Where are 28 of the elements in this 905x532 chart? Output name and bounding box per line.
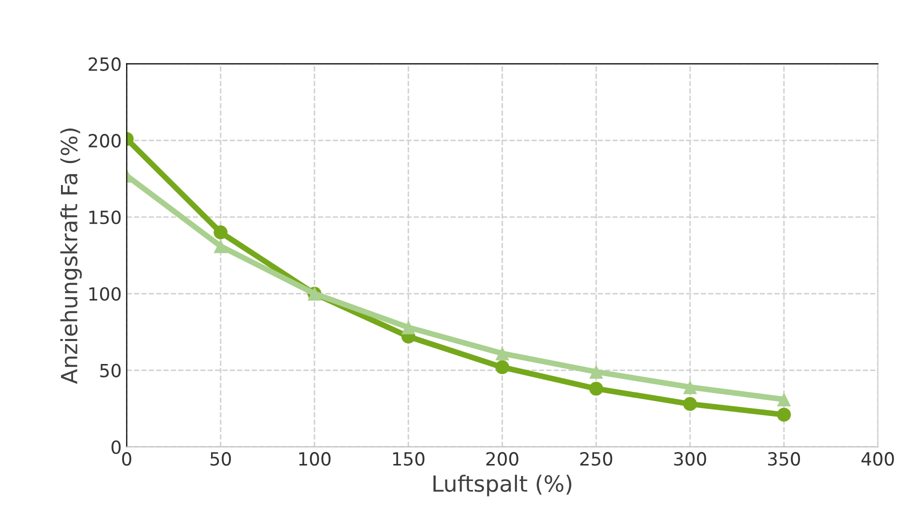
point — [683, 397, 698, 411]
y-tick-label: 150 — [89, 210, 121, 224]
x-tick-label: 350 — [768, 452, 800, 466]
x-tick-label: 50 — [210, 452, 231, 466]
y-tick-label: 100 — [89, 287, 121, 301]
point — [214, 239, 228, 254]
x-axis-title: Luftspalt (%) — [433, 474, 572, 496]
x-tick-label: 200 — [486, 452, 518, 466]
x-tick-label: 100 — [299, 452, 331, 466]
point — [495, 360, 510, 374]
point — [683, 380, 698, 394]
x-tick-label: 300 — [674, 452, 706, 466]
x-tick-label: 250 — [580, 452, 612, 466]
point — [495, 346, 510, 360]
point — [214, 225, 228, 240]
point — [589, 382, 604, 396]
y-tick-label: 250 — [88, 57, 121, 71]
x-tick-label: 150 — [393, 452, 424, 466]
y-tick-label: 200 — [88, 134, 121, 148]
x-tick-label: 0 — [122, 452, 132, 466]
point — [589, 364, 604, 379]
y-axis-title: Anziehungskraft Fa (%) — [60, 128, 82, 384]
x-tick-label: 400 — [862, 452, 894, 466]
point — [777, 408, 791, 422]
point — [401, 320, 416, 334]
y-tick-label: 50 — [100, 364, 121, 378]
point — [777, 392, 791, 406]
y-tick-label: 0 — [112, 440, 121, 454]
